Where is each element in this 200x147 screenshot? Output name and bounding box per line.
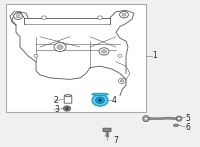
- Circle shape: [122, 13, 126, 16]
- Circle shape: [65, 107, 69, 110]
- Text: 1: 1: [152, 51, 157, 60]
- Circle shape: [96, 97, 104, 103]
- Ellipse shape: [176, 116, 182, 121]
- Circle shape: [63, 106, 71, 111]
- Bar: [6, 4, 146, 112]
- Circle shape: [54, 43, 66, 51]
- Circle shape: [98, 99, 102, 101]
- Circle shape: [102, 50, 106, 53]
- Circle shape: [57, 45, 63, 49]
- Ellipse shape: [92, 93, 108, 96]
- Circle shape: [118, 54, 122, 57]
- Circle shape: [118, 78, 126, 83]
- Text: 3: 3: [54, 105, 59, 114]
- Circle shape: [92, 94, 108, 106]
- Circle shape: [120, 80, 124, 82]
- Circle shape: [98, 16, 102, 19]
- FancyBboxPatch shape: [64, 95, 72, 103]
- Circle shape: [120, 11, 128, 18]
- Circle shape: [99, 48, 109, 55]
- FancyBboxPatch shape: [103, 128, 111, 131]
- Circle shape: [16, 15, 20, 18]
- Circle shape: [144, 117, 148, 120]
- Circle shape: [42, 16, 46, 19]
- Ellipse shape: [65, 95, 71, 97]
- Ellipse shape: [173, 124, 179, 126]
- Text: 7: 7: [113, 136, 118, 145]
- Circle shape: [14, 13, 22, 19]
- Text: 6: 6: [185, 123, 190, 132]
- Text: 5: 5: [185, 114, 190, 123]
- Text: 4: 4: [112, 96, 117, 105]
- Circle shape: [34, 54, 38, 57]
- Text: 2: 2: [54, 96, 59, 105]
- Circle shape: [177, 117, 181, 120]
- Ellipse shape: [143, 116, 149, 122]
